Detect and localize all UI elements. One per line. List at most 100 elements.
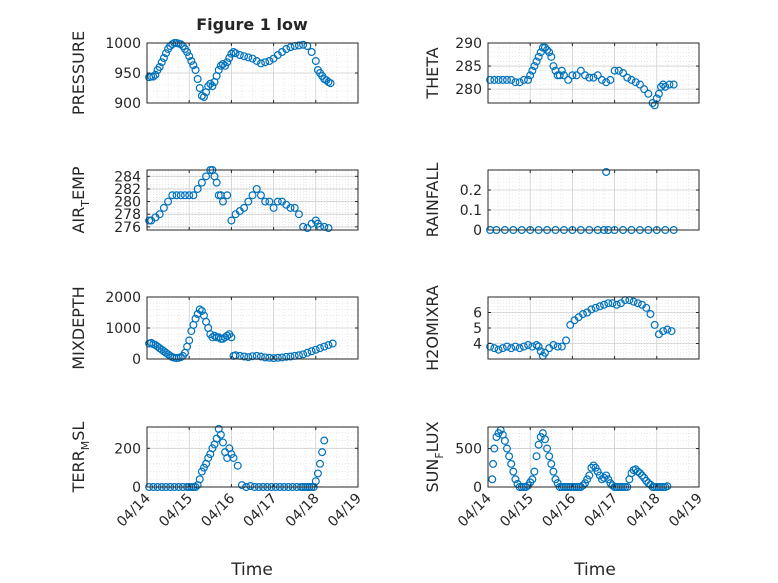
data-point (528, 66, 537, 75)
data-point (311, 345, 320, 354)
data-point (294, 210, 303, 219)
data-point (316, 344, 325, 353)
data-point (509, 467, 518, 476)
data-point (223, 58, 232, 67)
data-point (212, 178, 221, 187)
data-point (320, 342, 329, 351)
data-point (600, 473, 609, 482)
data-point (602, 471, 611, 480)
y-axis-label: RAINFALL (423, 163, 442, 238)
data-point (206, 79, 215, 88)
data-point (545, 452, 554, 461)
data-point (507, 459, 516, 468)
y-tick-label: 0 (132, 480, 141, 496)
data-point (240, 52, 249, 61)
axes-box (487, 42, 700, 104)
data-point (547, 52, 556, 61)
data-point (187, 56, 196, 65)
data-point (151, 70, 160, 79)
data-point (650, 320, 659, 329)
data-point (593, 467, 602, 476)
data-point (185, 336, 194, 345)
y-tick-label: 284 (114, 169, 141, 185)
data-point (530, 62, 539, 71)
data-point (519, 342, 528, 351)
x-tick-label: 04/14 (455, 490, 495, 530)
panel-4: 0 1000 2000 MIXDEPTH (69, 286, 359, 370)
y-tick-label: 0 (473, 480, 482, 496)
data-point (515, 344, 524, 353)
data-point (585, 73, 594, 82)
data-point (159, 203, 168, 212)
y-tick-label: 200 (114, 441, 141, 457)
axes-box (487, 426, 700, 488)
data-point (235, 50, 244, 59)
data-point (286, 43, 295, 52)
data-point (511, 78, 520, 87)
data-point (602, 78, 611, 87)
y-tick-label: 276 (114, 220, 141, 236)
data-point (191, 65, 200, 74)
data-point (265, 197, 274, 206)
data-point (536, 347, 545, 356)
data-point (612, 300, 621, 309)
data-point (157, 58, 166, 67)
data-point (593, 71, 602, 80)
data-point (229, 453, 238, 462)
data-point (549, 341, 558, 350)
data-point (507, 344, 516, 353)
data-point (204, 453, 213, 462)
data-point (654, 89, 663, 98)
data-point (490, 344, 499, 353)
data-point (488, 475, 497, 484)
data-point (524, 75, 533, 84)
data-point (665, 80, 674, 89)
data-point (631, 78, 640, 87)
y-tick-label: 280 (455, 82, 482, 98)
data-point (204, 82, 213, 91)
data-point (583, 475, 592, 484)
data-point (604, 475, 613, 484)
data-point (195, 305, 204, 314)
y-tick-label: 5 (473, 321, 482, 337)
data-point (591, 303, 600, 312)
data-point (538, 43, 547, 52)
data-point (197, 178, 206, 187)
data-series (145, 38, 335, 101)
data-point (256, 352, 265, 361)
data-point (502, 444, 511, 453)
data-point (227, 450, 236, 459)
data-point (269, 354, 278, 363)
data-point (195, 83, 204, 92)
data-point (500, 436, 509, 445)
data-point (595, 302, 604, 311)
data-point (519, 75, 528, 84)
data-point (214, 65, 223, 74)
data-point (572, 71, 581, 80)
y-tick-label: 500 (455, 442, 482, 458)
data-point (176, 191, 185, 200)
panel-3: 0 0.1 0.2 RAINFALL (423, 163, 700, 239)
data-point (172, 191, 181, 200)
data-point (199, 92, 208, 101)
data-point (557, 342, 566, 351)
data-point (147, 72, 156, 81)
y-tick-label: 950 (114, 66, 141, 82)
data-point (589, 461, 598, 470)
panel-7: 0 500 SUNFLUX 04/14 04/15 04/16 04/17 04/18 04/1… (423, 421, 706, 530)
data-point (265, 56, 274, 65)
y-axis-label: H2OMIXRA (423, 285, 442, 371)
data-point (635, 80, 644, 89)
axes-box (146, 426, 359, 488)
data-point (290, 203, 299, 212)
y-axis-label: AIRTEMP (69, 166, 92, 233)
data-point (547, 459, 556, 468)
data-point (252, 184, 261, 193)
data-point (189, 191, 198, 200)
x-tick-label: 04/15 (156, 491, 196, 531)
data-point (218, 197, 227, 206)
data-point (534, 440, 543, 449)
data-point (578, 481, 587, 490)
data-point (540, 435, 549, 444)
data-point (511, 342, 520, 351)
